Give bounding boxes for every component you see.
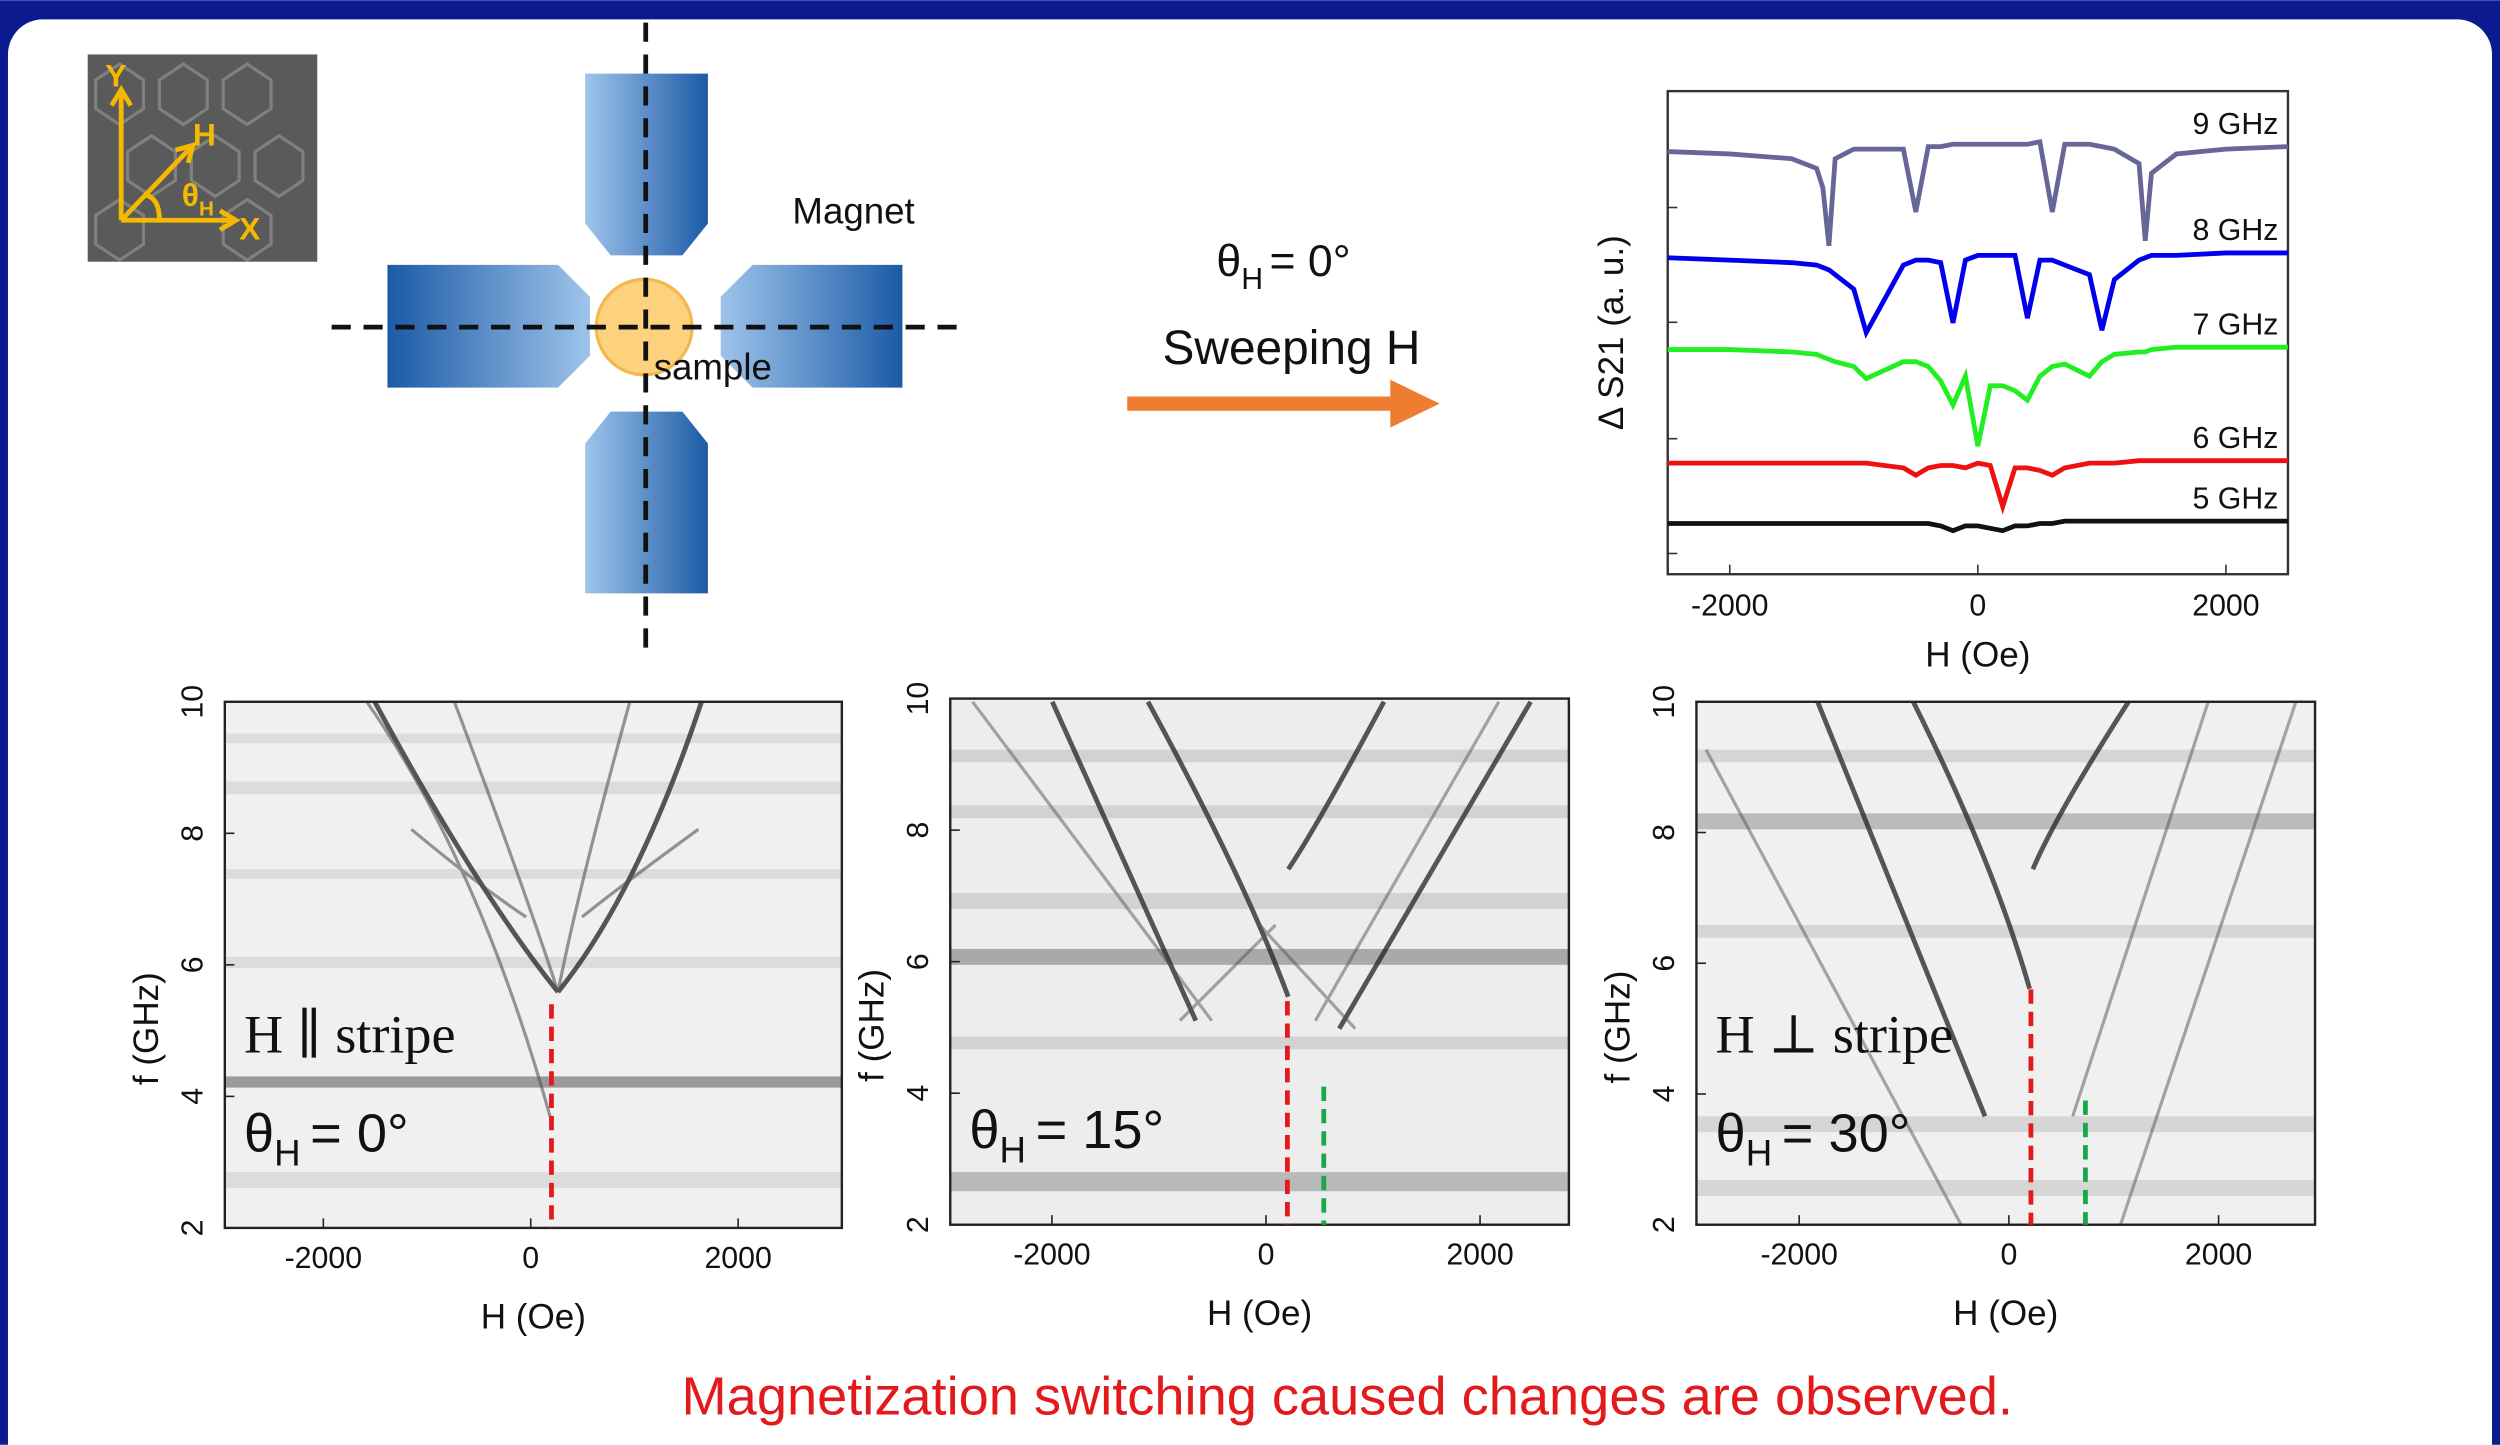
sample-label: sample xyxy=(654,347,772,388)
inset: Y H θH X xyxy=(87,54,318,263)
series-line xyxy=(1667,344,2288,447)
x-tick-label: 2000 xyxy=(2185,1239,2252,1272)
theta-sub: H xyxy=(199,197,214,220)
y-tick-label: 8 xyxy=(1648,824,1681,841)
y-tick-label: 8 xyxy=(176,825,209,842)
y-axis-label: f (GHz) xyxy=(1598,971,1637,1084)
inset-y: Y xyxy=(105,57,126,93)
theta: θ xyxy=(1716,1103,1746,1163)
angle-label: θH = 15° xyxy=(969,1100,1164,1170)
x-axis-label: H (Oe) xyxy=(1925,636,2030,675)
annotation: H ⊥ stripe xyxy=(1716,1005,1954,1065)
y-tick-label: 4 xyxy=(1648,1086,1681,1103)
x-tick-label: -2000 xyxy=(285,1242,362,1275)
footer: Magnetization switching caused changes a… xyxy=(682,1366,2013,1426)
x-tick-label: 2000 xyxy=(1446,1239,1513,1272)
magnet-schematic: Magnet sample xyxy=(331,22,965,654)
series-label: 9 GHz xyxy=(2193,108,2279,141)
y-axis-label: Δ S21 (a. u.) xyxy=(1592,235,1631,430)
theta-sub: H xyxy=(1000,1130,1026,1171)
theta: θ xyxy=(244,1103,274,1163)
annotation: H ∥ stripe xyxy=(244,1005,456,1065)
inset-h: H xyxy=(193,116,216,152)
angle-label: θH = 0° xyxy=(244,1103,409,1173)
series-line xyxy=(1667,250,2288,339)
x-tick-label: 2000 xyxy=(2192,590,2259,623)
theta-sub: H xyxy=(274,1133,300,1174)
y-tick-label: 6 xyxy=(902,953,935,970)
y-tick-label: 2 xyxy=(1648,1216,1681,1233)
theta-sub: H xyxy=(1746,1133,1772,1174)
inset-theta: θH xyxy=(182,177,214,221)
angle-label: θH = 30° xyxy=(1716,1103,1911,1173)
series-label: 8 GHz xyxy=(2193,214,2279,247)
y-tick-label: 10 xyxy=(176,685,209,719)
x-tick-label: -2000 xyxy=(1691,590,1768,623)
y-tick-label: 10 xyxy=(1648,685,1681,719)
sweep-angle: θH = 0° xyxy=(1216,237,1350,296)
x-axis-label: H (Oe) xyxy=(481,1297,586,1336)
angle-value: = 30° xyxy=(1782,1103,1911,1163)
heatmap-image xyxy=(950,698,1569,1225)
heatmap-image xyxy=(224,701,842,1228)
x-tick-label: 2000 xyxy=(704,1242,771,1275)
y-tick-label: 8 xyxy=(902,822,935,839)
angle-value: = 0° xyxy=(310,1103,409,1163)
x-axis-label: H (Oe) xyxy=(1953,1294,2058,1333)
y-axis-label: f (GHz) xyxy=(852,969,891,1082)
theta: θ xyxy=(1216,237,1241,286)
y-tick-label: 2 xyxy=(176,1219,209,1236)
x-tick-label: 0 xyxy=(2000,1239,2017,1272)
y-tick-label: 4 xyxy=(176,1088,209,1105)
theta-sub: H xyxy=(1241,263,1263,296)
series-line xyxy=(1667,458,2288,515)
series-label: 7 GHz xyxy=(2193,308,2279,341)
theta: θ xyxy=(182,177,199,213)
magnet-label: Magnet xyxy=(792,190,914,231)
x-tick-label: 0 xyxy=(1969,590,1986,623)
y-tick-label: 2 xyxy=(902,1216,935,1233)
x-tick-label: -2000 xyxy=(1013,1239,1090,1272)
series-label: 5 GHz xyxy=(2193,482,2279,515)
theta: θ xyxy=(969,1100,999,1160)
y-axis-label: f (GHz) xyxy=(127,972,166,1085)
angle: = 0° xyxy=(1269,237,1350,286)
y-tick-label: 10 xyxy=(902,682,935,716)
x-tick-label: 0 xyxy=(522,1242,539,1275)
x-tick-label: 0 xyxy=(1258,1239,1275,1272)
series-line xyxy=(1667,518,2288,534)
angle-value: = 15° xyxy=(1036,1100,1165,1160)
y-tick-label: 6 xyxy=(176,956,209,973)
y-tick-label: 6 xyxy=(1648,955,1681,972)
x-axis-label: H (Oe) xyxy=(1207,1294,1312,1333)
heatmap-image xyxy=(1696,701,2316,1225)
x-tick-label: -2000 xyxy=(1760,1239,1837,1272)
sweep-text: Sweeping H xyxy=(1163,322,1421,375)
series-label: 6 GHz xyxy=(2193,422,2279,455)
y-tick-label: 4 xyxy=(902,1085,935,1102)
inset-x: X xyxy=(239,210,260,246)
series-line xyxy=(1667,139,2289,247)
sweep: θH = 0° Sweeping H xyxy=(1127,237,1440,428)
